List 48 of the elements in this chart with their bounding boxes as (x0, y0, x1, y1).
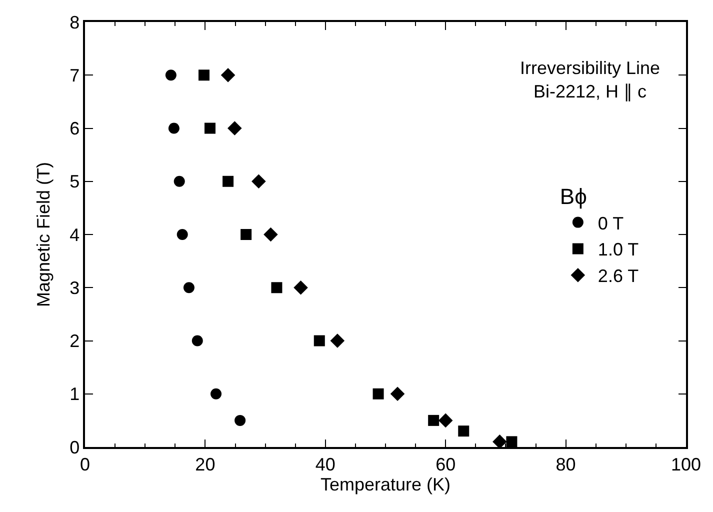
point (506, 436, 518, 447)
y-tick-label: 1 (70, 384, 80, 404)
point (264, 227, 278, 242)
point (390, 386, 405, 402)
x-tick-label: 100 (670, 454, 702, 474)
point (458, 426, 470, 437)
legend-label: 2.6 T (598, 266, 639, 286)
y-axis-title: Magnetic Field (T) (33, 162, 54, 308)
point (294, 280, 308, 295)
point (210, 388, 222, 400)
point (234, 414, 246, 426)
y-tick-label: 4 (70, 224, 80, 245)
legend-label: 1.0 T (598, 240, 639, 260)
point (252, 174, 266, 189)
y-tick-label: 7 (70, 65, 80, 86)
y-tick-label: 2 (70, 331, 80, 352)
point (168, 122, 180, 134)
y-tick-label: 6 (70, 118, 80, 139)
point (492, 434, 507, 447)
point (192, 335, 203, 346)
point (314, 335, 325, 346)
point (228, 121, 242, 136)
annotation: Irreversibility Line Bi-2212, H ∥ c (520, 58, 660, 102)
y-tick-label: 5 (70, 172, 80, 192)
y-tick-label: 8 (70, 12, 80, 32)
point (183, 282, 194, 294)
x-axis-title: Temperature (K) (320, 474, 451, 494)
point (176, 229, 188, 240)
y-tick-label: 0 (70, 437, 80, 458)
x-tick-label: 20 (195, 454, 216, 474)
y-tick-label: 3 (70, 278, 80, 298)
x-tick-label: 40 (315, 454, 336, 474)
point (428, 414, 440, 426)
point (204, 122, 216, 134)
point (222, 176, 234, 187)
point (240, 229, 252, 240)
point (271, 282, 282, 294)
point (174, 176, 185, 187)
point (165, 70, 176, 81)
point (372, 388, 384, 400)
x-tick-label: 80 (556, 454, 576, 474)
legend-label: 0 T (598, 213, 624, 234)
point (220, 68, 236, 82)
point (198, 70, 210, 81)
x-tick-label: 60 (436, 454, 456, 474)
point (438, 413, 453, 428)
point (330, 334, 345, 348)
legend-title: Bϕ (560, 184, 587, 210)
